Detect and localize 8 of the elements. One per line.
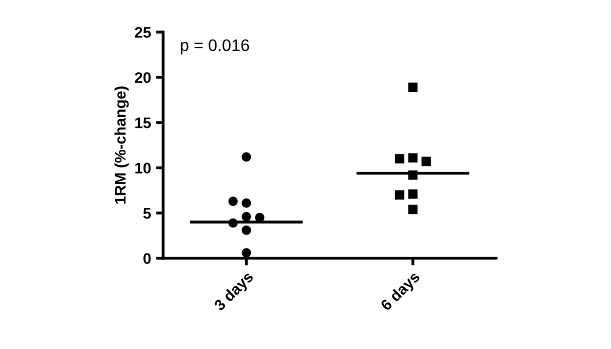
- y-tick-label: 0: [143, 253, 151, 264]
- y-tick-label: 25: [134, 26, 151, 38]
- y-tick-label: 20: [134, 72, 151, 84]
- y-tick-label: 5: [143, 208, 151, 219]
- y-tick-label: 10: [135, 162, 151, 174]
- y-tick-label: 15: [135, 118, 151, 128]
- annotation: p = 0.016: [180, 39, 250, 54]
- y-axis-title: 1RM (%-change): [114, 86, 129, 204]
